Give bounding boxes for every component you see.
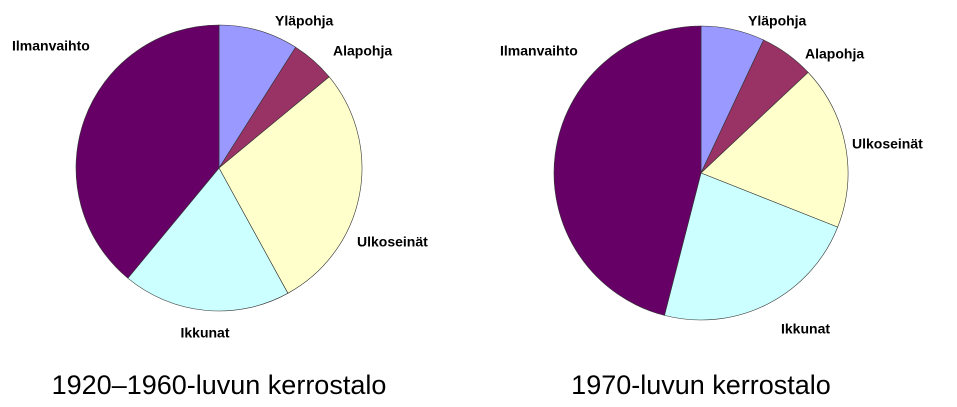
slice-label: Alapohja [805,46,864,62]
chart-title: 1970-luvun kerrostalo [571,370,831,400]
slice-label: Ikkunat [781,321,830,337]
pie-slice [218,24,297,170]
slice-label: Alapohja [333,43,392,59]
pie-slice [218,76,363,294]
slice-label: Ikkunat [180,325,229,341]
chart-title: 1920–1960-luvun kerrostalo [52,370,387,400]
slice-label: Ulkoseinät [852,136,923,152]
pie-slice [553,25,702,316]
slice-label: Ilmanvaihto [500,43,578,59]
pie-slice [75,24,220,279]
pie-slice [700,71,849,228]
slice-label: Ilmanvaihto [12,38,90,54]
slice-label: Ulkoseinät [357,234,428,250]
slice-label: Yläpohja [748,13,807,29]
pie-slice [664,172,839,321]
pie-slice [127,167,289,312]
slice-label: Yläpohja [275,13,334,29]
